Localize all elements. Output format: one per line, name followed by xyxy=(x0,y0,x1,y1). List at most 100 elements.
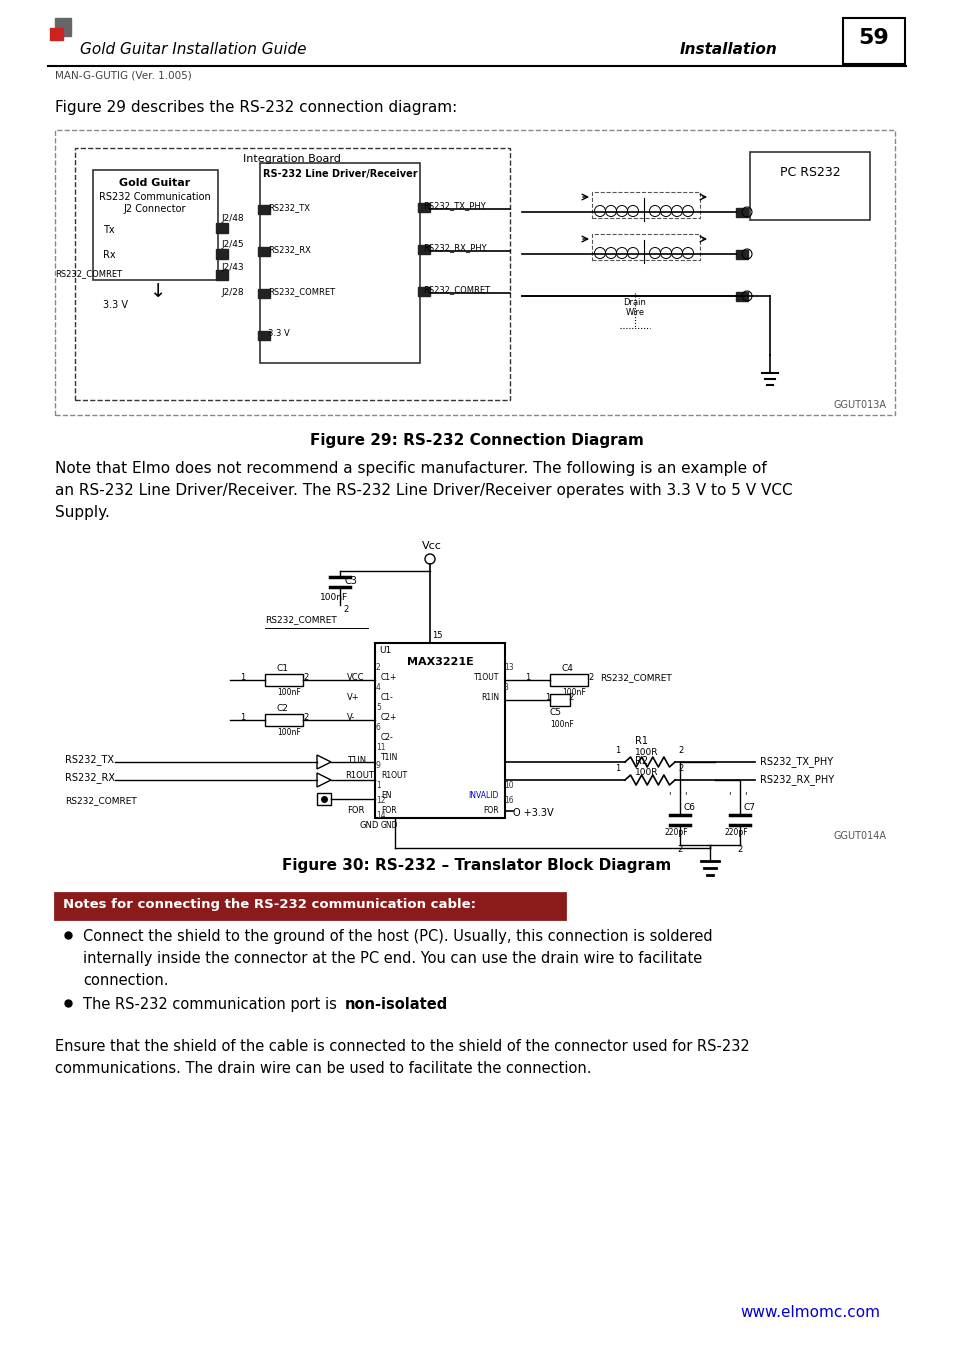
Text: R1IN: R1IN xyxy=(480,693,498,702)
Text: 3.3 V: 3.3 V xyxy=(268,329,290,338)
Text: FOR: FOR xyxy=(483,806,498,815)
Text: RS232_RX_PHY: RS232_RX_PHY xyxy=(760,774,833,784)
Text: Gold Guitar: Gold Guitar xyxy=(119,178,191,188)
Text: U1: U1 xyxy=(378,647,391,655)
Text: 2: 2 xyxy=(678,764,682,774)
Text: C6: C6 xyxy=(683,803,696,811)
Text: RS232_TX_PHY: RS232_TX_PHY xyxy=(760,756,832,767)
Text: VCC: VCC xyxy=(347,674,364,682)
Text: 2: 2 xyxy=(678,747,682,755)
Text: connection.: connection. xyxy=(83,973,169,988)
Bar xyxy=(417,288,430,296)
Text: 2: 2 xyxy=(303,674,308,682)
Text: 11: 11 xyxy=(375,743,385,752)
Text: C4: C4 xyxy=(561,664,574,674)
Text: T1IN: T1IN xyxy=(380,753,398,761)
Text: 220pF: 220pF xyxy=(664,828,688,837)
Text: C7: C7 xyxy=(743,803,755,811)
Text: 1: 1 xyxy=(240,713,245,722)
Text: 3.3 V: 3.3 V xyxy=(103,300,128,310)
Text: C2: C2 xyxy=(276,703,289,713)
Text: RS232_RX: RS232_RX xyxy=(65,772,115,783)
Text: 100R: 100R xyxy=(635,748,658,757)
Bar xyxy=(417,202,430,212)
Text: Rx: Rx xyxy=(103,250,115,261)
Text: ': ' xyxy=(743,791,745,801)
Text: .: . xyxy=(427,998,432,1012)
Text: 2: 2 xyxy=(587,674,593,682)
Text: ': ' xyxy=(667,791,670,801)
Bar xyxy=(316,792,331,805)
Text: J2/43: J2/43 xyxy=(221,263,243,271)
Bar xyxy=(257,205,270,215)
Text: Vcc: Vcc xyxy=(421,541,441,551)
Text: 1: 1 xyxy=(615,764,619,774)
Text: 2: 2 xyxy=(303,713,308,722)
Text: RS232_COMRET: RS232_COMRET xyxy=(599,674,671,682)
Bar xyxy=(375,643,504,818)
Bar xyxy=(550,674,587,686)
Text: GGUT014A: GGUT014A xyxy=(833,832,886,841)
Text: RS232_RX_PHY: RS232_RX_PHY xyxy=(422,243,486,252)
Bar xyxy=(75,148,510,400)
Bar xyxy=(50,28,63,40)
Text: internally inside the connector at the PC end. You can use the drain wire to fac: internally inside the connector at the P… xyxy=(83,950,701,967)
Bar xyxy=(265,714,303,726)
Text: MAN-G-GUTIG (Ver. 1.005): MAN-G-GUTIG (Ver. 1.005) xyxy=(55,70,192,80)
Text: C1: C1 xyxy=(276,664,289,674)
Text: an RS-232 Line Driver/Receiver. The RS-232 Line Driver/Receiver operates with 3.: an RS-232 Line Driver/Receiver. The RS-2… xyxy=(55,483,792,498)
Text: J2/45: J2/45 xyxy=(221,240,243,248)
Bar xyxy=(417,244,430,254)
Bar xyxy=(257,247,270,256)
Text: V-: V- xyxy=(347,713,355,722)
Text: C3: C3 xyxy=(345,576,357,586)
Text: 1: 1 xyxy=(375,782,380,790)
Text: 5: 5 xyxy=(375,703,380,711)
Text: ↓: ↓ xyxy=(150,282,166,301)
Bar xyxy=(735,208,747,217)
Text: EN: EN xyxy=(380,791,391,801)
Text: Integration Board: Integration Board xyxy=(243,154,340,163)
Text: 1: 1 xyxy=(240,674,245,682)
Text: 8: 8 xyxy=(503,683,508,693)
Text: T1IN: T1IN xyxy=(347,756,366,765)
Text: J2 Connector: J2 Connector xyxy=(124,204,186,215)
Text: 100nF: 100nF xyxy=(276,728,300,737)
Text: non-isolated: non-isolated xyxy=(345,998,448,1012)
Text: R1OUT: R1OUT xyxy=(380,771,407,780)
Text: The RS-232 communication port is: The RS-232 communication port is xyxy=(83,998,341,1012)
Text: 2: 2 xyxy=(737,845,741,855)
Text: 14: 14 xyxy=(375,811,385,819)
Text: RS232_COMRET: RS232_COMRET xyxy=(268,288,335,296)
Text: RS232_TX_PHY: RS232_TX_PHY xyxy=(422,201,485,211)
Text: V+: V+ xyxy=(347,693,359,702)
Text: 12: 12 xyxy=(375,796,385,805)
Text: RS232_COMRET: RS232_COMRET xyxy=(265,616,336,624)
Text: J2/48: J2/48 xyxy=(221,215,243,223)
Text: 15: 15 xyxy=(432,630,442,640)
Text: RS232_TX: RS232_TX xyxy=(65,755,113,765)
Bar xyxy=(215,270,228,279)
Bar xyxy=(735,292,747,301)
Bar xyxy=(215,223,228,234)
Text: 100nF: 100nF xyxy=(319,593,348,602)
Text: RS232_COMRET: RS232_COMRET xyxy=(55,269,122,278)
Text: 1: 1 xyxy=(544,693,550,702)
Text: GND: GND xyxy=(380,821,398,830)
Text: Figure 29: RS-232 Connection Diagram: Figure 29: RS-232 Connection Diagram xyxy=(310,433,643,448)
Text: C2-: C2- xyxy=(380,733,394,743)
Text: C5: C5 xyxy=(550,707,561,717)
Text: Notes for connecting the RS-232 communication cable:: Notes for connecting the RS-232 communic… xyxy=(63,898,476,911)
Bar xyxy=(592,234,700,261)
Text: FOR: FOR xyxy=(347,806,364,815)
Text: R2: R2 xyxy=(635,756,647,765)
Text: RS232_TX: RS232_TX xyxy=(268,202,310,212)
Text: Tx: Tx xyxy=(103,225,114,235)
Bar xyxy=(735,250,747,259)
Text: 10: 10 xyxy=(503,782,513,790)
Text: 2: 2 xyxy=(343,605,348,614)
Text: RS232_COMRET: RS232_COMRET xyxy=(422,285,490,294)
Bar xyxy=(55,18,71,36)
Text: 2: 2 xyxy=(375,663,380,672)
Text: www.elmomc.com: www.elmomc.com xyxy=(740,1305,879,1320)
